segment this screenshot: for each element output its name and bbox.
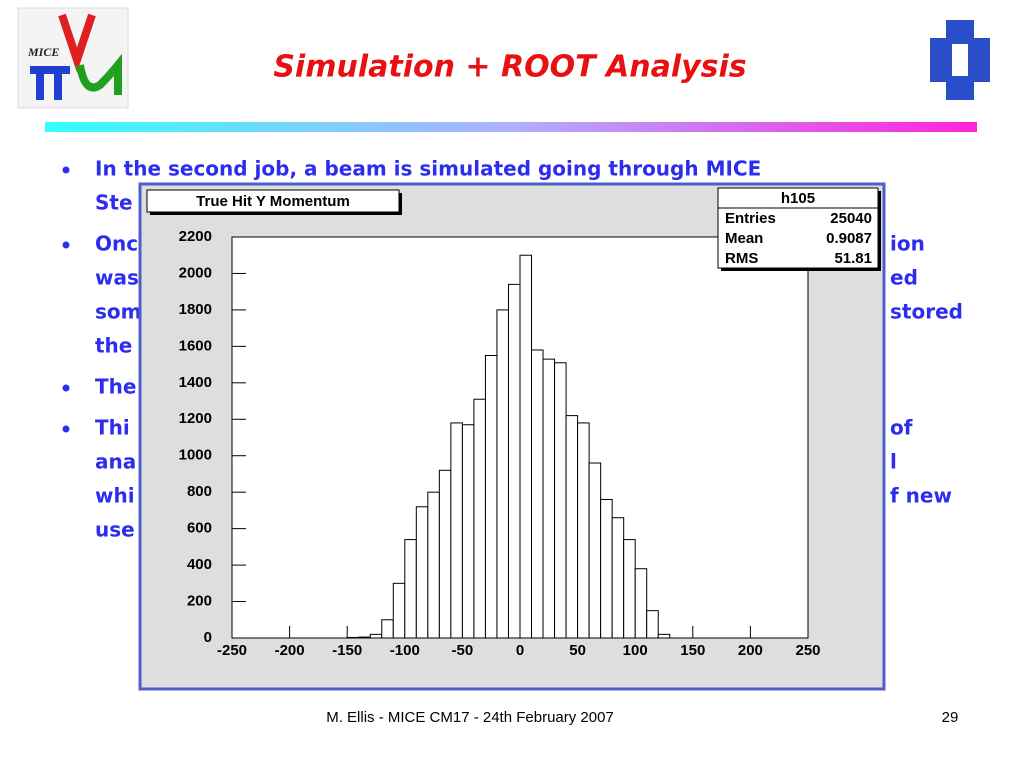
x-tick-label: 50 [569, 642, 586, 659]
x-tick-label: -50 [452, 642, 474, 659]
y-tick-label: 1600 [179, 337, 212, 354]
x-tick-label: -100 [390, 642, 420, 659]
bullet-dot [62, 384, 70, 392]
y-tick-label: 2000 [179, 264, 212, 281]
chart-title: True Hit Y Momentum [196, 193, 350, 210]
mice-logo: MICE [17, 7, 129, 109]
page-number: 29 [942, 709, 959, 726]
histogram-bin [634, 568, 648, 639]
histogram-bin [623, 539, 636, 639]
histogram-bin [358, 636, 371, 639]
histogram-bin [577, 422, 590, 639]
y-tick-label: 800 [187, 483, 212, 500]
bullet-text: ion [890, 232, 925, 256]
stats-value: 51.81 [834, 250, 872, 267]
stats-name: h105 [781, 190, 815, 207]
histogram-bin [542, 358, 556, 639]
bullet-text: stored [890, 300, 963, 324]
x-tick-label: 100 [623, 642, 648, 659]
x-tick-label: 0 [516, 642, 524, 659]
divider [45, 122, 977, 132]
histogram-bin [346, 636, 360, 639]
histogram-bin [415, 506, 429, 639]
footer: M. Ellis - MICE CM17 - 24th February 200… [326, 709, 614, 726]
y-tick-label: 2200 [179, 228, 212, 245]
bullet-text: f new [890, 484, 952, 508]
x-tick-label: -150 [332, 642, 362, 659]
histogram-bin [427, 491, 440, 639]
histogram-bin [369, 633, 383, 639]
stats-value: 25040 [830, 210, 872, 227]
bullet-dot [62, 425, 70, 433]
y-tick-label: 200 [187, 593, 212, 610]
bullet-text: the [95, 334, 132, 358]
histogram-bin [600, 498, 613, 639]
histogram-bin [450, 422, 463, 639]
y-tick-label: 1400 [179, 374, 212, 391]
stats-box [717, 187, 879, 269]
x-tick-label: -250 [217, 642, 247, 659]
y-tick-label: 600 [187, 520, 212, 537]
histogram-bin [484, 354, 498, 639]
y-tick-label: 0 [204, 629, 212, 646]
bullet-text: The [95, 375, 136, 399]
stats-value: 0.9087 [826, 230, 872, 247]
bullet-text: In the second job, a beam is simulated g… [95, 157, 761, 181]
histogram-bin [381, 619, 394, 639]
stats-label: Entries [725, 210, 776, 227]
histogram-bin [657, 633, 671, 639]
y-tick-label: 400 [187, 556, 212, 573]
logo-text: MICE [27, 45, 59, 59]
histogram-bin [611, 517, 625, 639]
histogram-bin [554, 362, 567, 639]
histogram-bin [565, 415, 579, 639]
histogram-bin [531, 349, 544, 639]
y-tick-label: 1800 [179, 301, 212, 318]
x-tick-label: 250 [795, 642, 820, 659]
title-box [146, 189, 400, 213]
histogram-bin [461, 424, 475, 639]
bullet-text: was [95, 266, 139, 290]
histogram-bin [392, 582, 406, 639]
bullet-dot [62, 241, 70, 249]
bullet-text: som [95, 300, 141, 324]
histogram-bin [519, 254, 533, 639]
stats-label: RMS [725, 250, 758, 267]
histogram-bin [588, 462, 602, 639]
y-tick-label: 1000 [179, 447, 212, 464]
bullet-text: ed [890, 266, 918, 290]
y-tick-label: 1200 [179, 410, 212, 427]
bullet-text: ana [95, 450, 136, 474]
stats-label: Mean [725, 230, 763, 247]
histogram-bin [507, 283, 521, 639]
x-tick-label: 200 [738, 642, 763, 659]
bullet-text: of [890, 416, 913, 440]
histogram-bin [646, 610, 659, 639]
bullet-text: Ste [95, 191, 133, 215]
bullet-text: l [890, 450, 897, 474]
bullet-text: Thi [95, 416, 130, 440]
fermilab-logo [930, 20, 990, 100]
slide-title: Simulation + ROOT Analysis [273, 50, 746, 85]
histogram-bin [496, 309, 509, 639]
x-tick-label: -200 [275, 642, 305, 659]
histogram-bin [473, 398, 486, 639]
histogram-bin [438, 469, 452, 639]
bullet-dot [62, 166, 70, 174]
x-tick-label: 150 [680, 642, 705, 659]
histogram-bin [404, 539, 417, 639]
bullet-text: Onc [95, 232, 138, 256]
bullet-text: use [95, 518, 135, 542]
bullet-text: whi [95, 484, 135, 508]
